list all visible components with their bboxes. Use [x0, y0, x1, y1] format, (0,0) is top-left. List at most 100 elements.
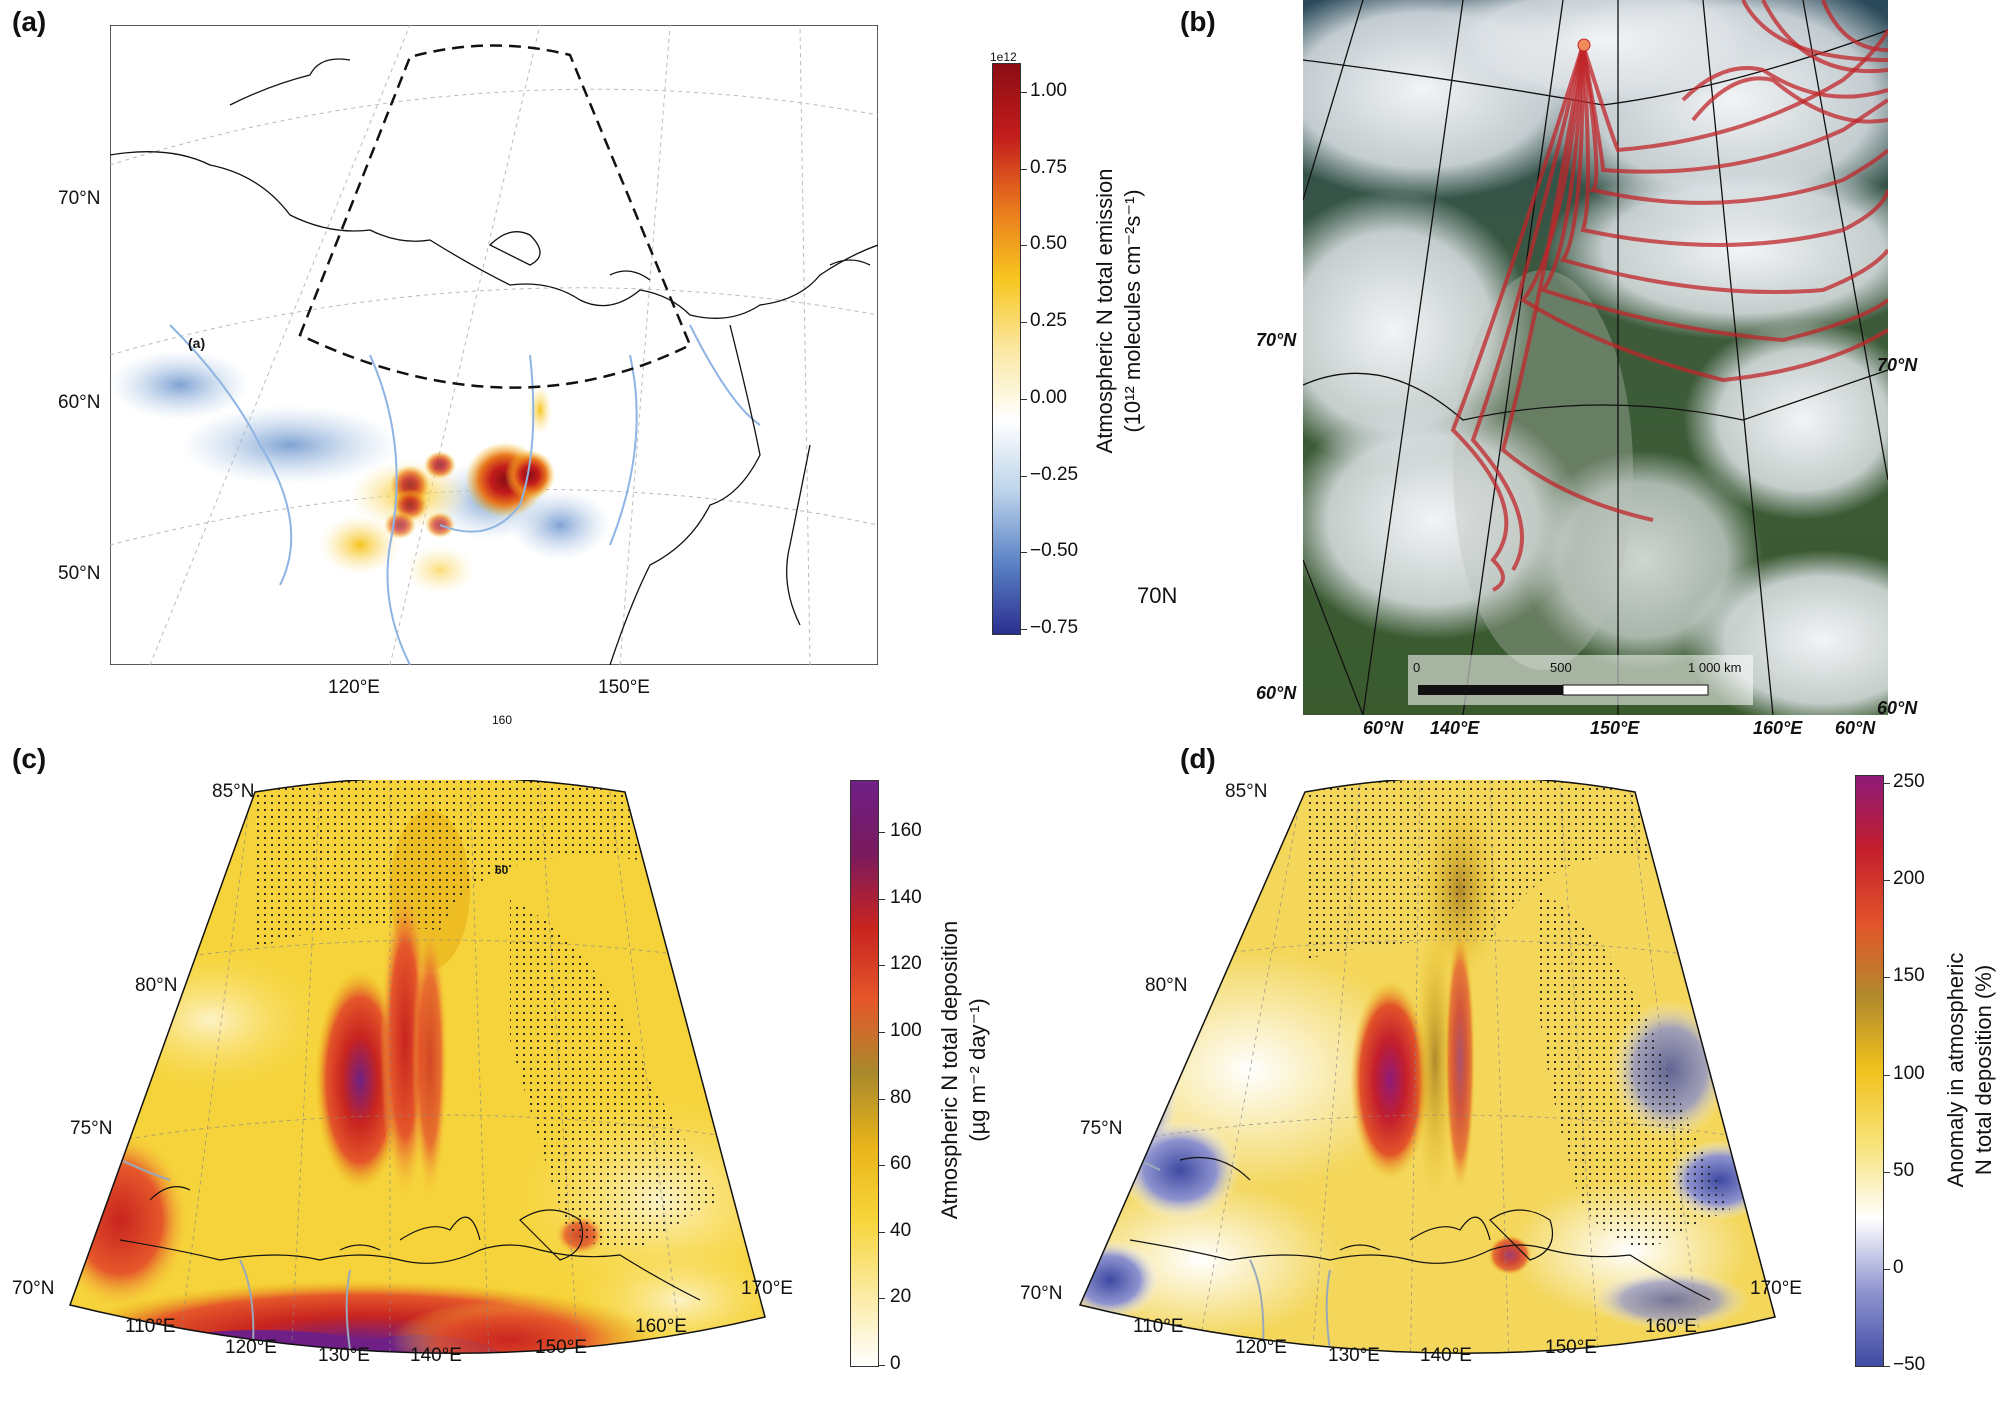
- panel-c-lon-170: 170°E: [741, 1278, 793, 1299]
- panel-c-colorbar-title-line1: Atmospheric N total deposition: [937, 920, 962, 1220]
- panel-d-colorbar-tick-mark: [1883, 1074, 1890, 1076]
- panel-c-lat-70: 70°N: [12, 1278, 55, 1299]
- panel-c-inset-label: 60: [495, 863, 509, 877]
- panel-b-satellite-map: [1303, 0, 1888, 715]
- panel-d-lon-140: 140°E: [1420, 1345, 1472, 1366]
- panel-c-colorbar-tick-label: 160: [890, 820, 922, 841]
- panel-d-colorbar-tick-label: 50: [1893, 1159, 1915, 1181]
- panel-a-colorbar-tick-mark: [1020, 475, 1027, 477]
- panel-c-lon-160: 160°E: [635, 1316, 687, 1337]
- panel-d-colorbar-tick-mark: [1883, 783, 1890, 784]
- panel-a-colorbar-title-line2: (10¹² molecules cm⁻²s⁻¹): [1120, 189, 1145, 433]
- panel-c-colorbar-tick-mark: [878, 1165, 885, 1167]
- panel-d-colorbar-tick-label: 250: [1893, 771, 1925, 792]
- panel-d-colorbar-tick-label: 150: [1893, 965, 1925, 987]
- panel-d-lon-120: 120°E: [1235, 1337, 1287, 1358]
- panel-d-colorbar-title: Anomaly in atmospheric N total depositio…: [1942, 870, 2000, 1270]
- panel-a-lat-50: 50°N: [58, 563, 101, 584]
- panel-a-colorbar-tick-mark: [1020, 552, 1027, 554]
- panel-d-colorbar-title-line1: Anomaly in atmospheric: [1943, 952, 1968, 1188]
- panel-c-colorbar-tick-label: 80: [890, 1086, 912, 1108]
- panel-a-colorbar: [992, 63, 1021, 635]
- panel-b-bottom-150e: 150°E: [1590, 718, 1640, 738]
- panel-d-lat-75: 75°N: [1080, 1118, 1123, 1139]
- panel-c-lat-80: 80°N: [135, 975, 178, 996]
- panel-d-colorbar-tick-mark: [1883, 1366, 1890, 1367]
- panel-d-lon-170: 170°E: [1750, 1278, 1802, 1299]
- panel-a-map: [110, 25, 878, 665]
- panel-b-bottom-60n-left: 60°N: [1363, 718, 1404, 738]
- panel-c-lon-120: 120°E: [225, 1337, 277, 1358]
- panel-d-colorbar-tick-mark: [1883, 1171, 1890, 1173]
- panel-a-colorbar-tick-label: 0.75: [1030, 156, 1067, 178]
- panel-a-colorbar-tick-mark: [1020, 398, 1027, 400]
- panel-c-colorbar-tick-mark: [878, 898, 885, 900]
- panel-a-lon-120: 120°E: [328, 677, 380, 698]
- panel-a-colorbar-tick-label: 1.00: [1030, 80, 1067, 101]
- panel-c-label: (c): [12, 743, 47, 774]
- panel-d-colorbar-tick-mark: [1883, 880, 1890, 882]
- panel-c-colorbar-tick-label: 120: [890, 953, 922, 975]
- panel-a-inset-label: (a): [188, 335, 206, 351]
- panel-a-colorbar-tick-label: −0.75: [1030, 617, 1079, 638]
- panel-d-lon-160: 160°E: [1645, 1316, 1697, 1337]
- panel-a-colorbar-tick-mark: [1020, 245, 1027, 247]
- panel-c-colorbar-tick-mark: [878, 1298, 885, 1300]
- panel-b-scale-1000: 1 000 km: [1688, 660, 1742, 675]
- panel-a-colorbar-tick-mark: [1020, 92, 1027, 93]
- panel-b-bottom-160e: 160°E: [1753, 718, 1803, 738]
- panel-d-colorbar: [1855, 775, 1884, 1367]
- panel-a-colorbar-tick-label: 0.00: [1030, 386, 1067, 408]
- panel-c-lat-75: 75°N: [70, 1118, 113, 1139]
- panel-c-lat-85: 85°N: [212, 781, 255, 802]
- panel-c-colorbar-tick-label: 20: [890, 1286, 912, 1308]
- panel-d-colorbar-tick-label: 0: [1893, 1256, 1904, 1278]
- panel-a-lat-70: 70°N: [58, 188, 101, 209]
- panel-c-colorbar-tick-mark: [878, 1365, 885, 1366]
- panel-d-colorbar-tick-mark: [1883, 1268, 1890, 1270]
- panel-b-lat-right-60: 60°N: [1877, 698, 1918, 718]
- panel-d-colorbar-tick-label: −50: [1893, 1354, 1926, 1375]
- panel-b-scale-0: 0: [1413, 660, 1421, 675]
- panel-b-bottom-60n-right: 60°N: [1835, 718, 1876, 738]
- panel-c-lon-110: 110°E: [125, 1316, 176, 1337]
- panel-c-colorbar-tick-mark: [878, 1031, 885, 1033]
- panel-c-colorbar-tick-label: 0: [890, 1353, 901, 1374]
- panel-d-lat-80: 80°N: [1145, 975, 1188, 996]
- panel-b-scale-500: 500: [1550, 660, 1572, 675]
- panel-a-lat-60: 60°N: [58, 392, 101, 413]
- panel-a-stray-160: 160: [492, 713, 513, 727]
- panel-d-colorbar-tick-label: 200: [1893, 868, 1925, 890]
- panel-a-colorbar-tick-label: −0.25: [1030, 463, 1079, 485]
- panel-c-colorbar-tick-mark: [878, 1098, 885, 1100]
- panel-c-lon-140: 140°E: [410, 1345, 462, 1366]
- panel-a-lon-150: 150°E: [598, 677, 650, 698]
- panel-c-map: [60, 780, 820, 1400]
- panel-d-lat-85: 85°N: [1225, 781, 1268, 802]
- panel-b-lat-right-70: 70°N: [1877, 355, 1918, 375]
- panel-d-colorbar-tick-label: 100: [1893, 1062, 1925, 1084]
- panel-a-label: (a): [12, 6, 47, 37]
- panel-a-colorbar-title: Atmospheric N total emission (10¹² molec…: [1091, 111, 1151, 511]
- panel-c-colorbar-tick-label: 100: [890, 1019, 922, 1041]
- panel-b-lat-left-60: 60°N: [1256, 683, 1297, 703]
- panel-a-colorbar-tick-mark: [1020, 322, 1027, 324]
- panel-d-colorbar-tick-mark: [1883, 977, 1890, 979]
- panel-a-colorbar-tick-label: −0.50: [1030, 540, 1079, 562]
- panel-a-colorbar-title-line1: Atmospheric N total emission: [1092, 168, 1117, 454]
- panel-c-colorbar-tick-mark: [878, 965, 885, 967]
- panel-a-colorbar-tick-mark: [1020, 168, 1027, 170]
- panel-d-lat-70: 70°N: [1020, 1283, 1063, 1304]
- panel-a-colorbar-tick-label: 0.50: [1030, 233, 1067, 255]
- panel-b-lat-left-70: 70°N: [1256, 330, 1297, 350]
- panel-c-colorbar-tick-mark: [878, 832, 885, 833]
- panel-b-label: (b): [1180, 6, 1216, 37]
- panel-d-colorbar-title-line2: N total deposition (%): [1971, 964, 1996, 1176]
- panel-a-colorbar-exponent: 1e12: [990, 50, 1017, 64]
- panel-c-colorbar-title-line2: (µg m⁻² day⁻¹): [965, 998, 990, 1142]
- panel-c-colorbar-title: Atmospheric N total deposition (µg m⁻² d…: [936, 870, 996, 1270]
- panel-c-colorbar: [850, 780, 879, 1367]
- panel-d-map: [1070, 780, 1830, 1400]
- panel-a-colorbar-tick-mark: [1020, 629, 1027, 630]
- panel-c-colorbar-tick-mark: [878, 1231, 885, 1233]
